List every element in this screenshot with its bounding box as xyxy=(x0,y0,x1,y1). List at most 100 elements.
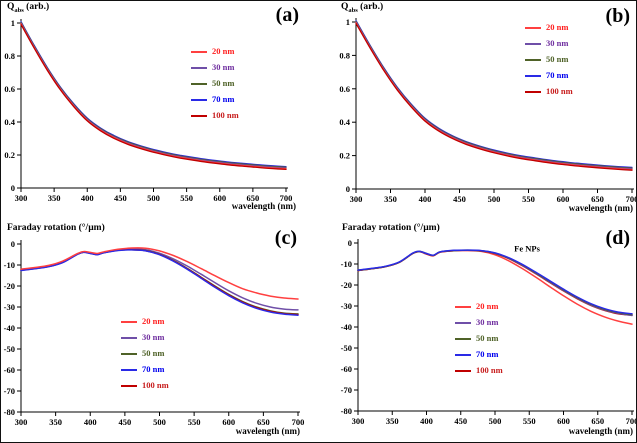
y-tick-label: -50 xyxy=(4,344,15,354)
legend-swatch xyxy=(455,353,471,356)
legend-item-100nm: 100 nm xyxy=(525,87,573,96)
x-tick-label: 300 xyxy=(352,416,365,426)
x-tick-label: 450 xyxy=(114,193,127,203)
y-tick-label: -80 xyxy=(341,406,352,416)
legend-item-70nm: 70 nm xyxy=(191,95,239,104)
x-tick-label: 350 xyxy=(386,416,399,426)
legend-label: 50 nm xyxy=(212,78,235,88)
x-tick-label: 350 xyxy=(384,194,397,204)
legend-swatch xyxy=(525,26,541,29)
y-tick-label: -40 xyxy=(4,323,15,333)
curve-20nm xyxy=(20,247,299,300)
x-tick-label: 350 xyxy=(48,193,61,203)
x-tick-label: 300 xyxy=(15,193,28,203)
legend-item-20nm: 20 nm xyxy=(525,23,573,32)
legend-swatch xyxy=(191,50,207,53)
curve-70nm xyxy=(20,249,299,316)
legend-item-20nm: 20 nm xyxy=(455,302,503,311)
x-tick-label: 550 xyxy=(523,416,536,426)
curve-50nm xyxy=(20,248,299,315)
x-tick-label: 600 xyxy=(557,416,570,426)
x-tick-label: 600 xyxy=(557,194,570,204)
x-tick-label: 600 xyxy=(213,193,226,203)
legend-label: 30 nm xyxy=(212,62,235,72)
curve-20nm xyxy=(20,23,287,170)
legend-label: 70 nm xyxy=(212,94,235,104)
x-tick-label: 400 xyxy=(84,417,97,427)
legend-swatch xyxy=(121,368,137,371)
y-tick-label: 0.8 xyxy=(4,51,15,61)
curve-30nm xyxy=(20,248,299,311)
y-axis-title-b: Qabs (arb.) xyxy=(341,2,383,14)
legend-swatch xyxy=(525,42,541,45)
curve-50nm xyxy=(20,21,287,168)
x-tick-label: 400 xyxy=(420,416,433,426)
legend-item-50nm: 50 nm xyxy=(191,79,239,88)
y-title-sub: abs xyxy=(348,6,358,14)
y-tick-label: -70 xyxy=(4,386,15,396)
legend-item-70nm: 70 nm xyxy=(525,71,573,80)
y-axis-title-c: Faraday rotation (°/µm) xyxy=(7,223,105,233)
legend-swatch xyxy=(191,82,207,85)
legend-label: 30 nm xyxy=(142,332,165,342)
y-tick-label: -60 xyxy=(341,364,352,374)
y-tick-label: 0.2 xyxy=(4,150,15,160)
x-axis-label-d: wavelength (nm) xyxy=(568,426,633,436)
y-tick-label: -70 xyxy=(341,385,352,395)
panel-b: 300 350 400 450 500 550 600 650 700 0 0.2 0.4 0.6 0.8… xyxy=(319,1,636,221)
curve-70nm xyxy=(355,19,633,169)
legend-swatch xyxy=(121,336,137,339)
y-tick-label: -50 xyxy=(341,343,352,353)
legend-item-30nm: 30 nm xyxy=(191,63,239,72)
y-tick-label: -30 xyxy=(341,301,352,311)
legend-swatch xyxy=(455,321,471,324)
legend-label: 20 nm xyxy=(212,46,235,56)
legend-label: 30 nm xyxy=(476,317,499,327)
legend-label: 20 nm xyxy=(546,22,569,32)
legend-swatch xyxy=(455,369,471,372)
x-tick-label: 500 xyxy=(489,416,502,426)
legend-item-20nm: 20 nm xyxy=(191,47,239,56)
legend-label: 70 nm xyxy=(142,364,165,374)
legend-a: 20 nm 30 nm 50 nm 70 nm 100 nm xyxy=(191,47,239,127)
panel-label-a: (a) xyxy=(275,4,299,26)
legend-swatch xyxy=(455,305,471,308)
legend-label: 30 nm xyxy=(546,38,569,48)
y-tick-label: -60 xyxy=(4,365,15,375)
x-tick-label: 300 xyxy=(15,417,28,427)
x-axis-label-c: wavelength (nm) xyxy=(235,426,300,436)
legend-item-20nm: 20 nm xyxy=(121,317,169,326)
legend-item-100nm: 100 nm xyxy=(121,381,169,390)
y-tick-label: 0.6 xyxy=(4,84,15,94)
legend-item-100nm: 100 nm xyxy=(455,366,503,375)
x-tick-label: 550 xyxy=(188,417,201,427)
y-tick-label: 0 xyxy=(348,238,352,248)
legend-swatch xyxy=(525,74,541,77)
y-title-sub: abs xyxy=(14,6,24,14)
legend-swatch xyxy=(525,58,541,61)
legend-label: 20 nm xyxy=(476,301,499,311)
curve-100nm xyxy=(20,23,287,171)
legend-swatch xyxy=(121,352,137,355)
y-title-rest: (arb.) xyxy=(23,2,50,12)
x-tick-label: 450 xyxy=(454,416,467,426)
plot-a: 300 350 400 450 500 550 600 650 700 0 0.2 0.4 0.6 0.8… xyxy=(4,18,292,203)
y-tick-label: -30 xyxy=(4,302,15,312)
curve-70nm xyxy=(20,20,287,168)
legend-b: 20 nm 30 nm 50 nm 70 nm 100 nm xyxy=(525,23,573,103)
x-tick-label: 600 xyxy=(222,417,235,427)
legend-swatch xyxy=(455,337,471,340)
curve-100nm xyxy=(20,248,299,316)
y-title-rest: (arb.) xyxy=(357,2,384,12)
legend-item-50nm: 50 nm xyxy=(455,334,503,343)
legend-label: 100 nm xyxy=(546,86,573,96)
y-tick-label: 1 xyxy=(11,18,15,28)
panel-c: 300 350 400 450 500 550 600 650 700 0 -10 -20 -30 -40… xyxy=(1,221,319,442)
y-tick-label: 0.4 xyxy=(339,117,350,127)
y-title-main: Q xyxy=(7,2,15,12)
annotation-fe-nps: Fe NPs xyxy=(514,243,540,253)
legend-swatch xyxy=(191,98,207,101)
plot-d: 300 350 400 450 500 550 600 650 700 0 -10 -20 -30 -40… xyxy=(341,238,636,426)
curve-20nm xyxy=(355,22,633,171)
y-tick-label: -20 xyxy=(341,280,352,290)
